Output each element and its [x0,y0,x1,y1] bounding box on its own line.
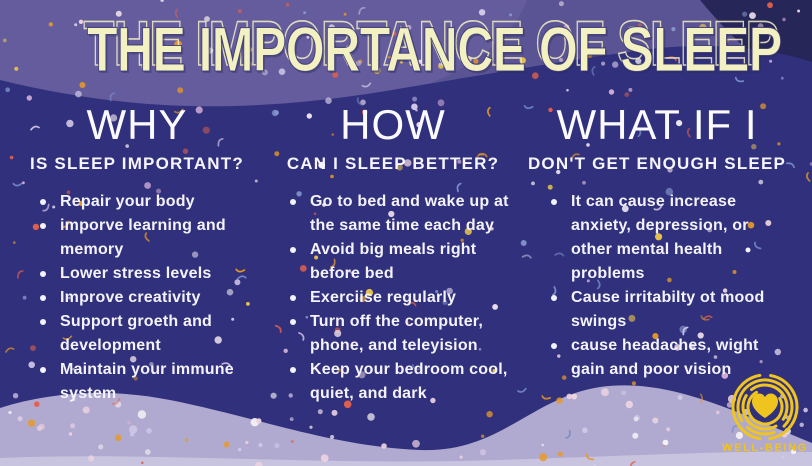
bullet-item: Repair your body [38,190,260,214]
bullet-item: Go to bed and wake up at the same time e… [288,190,524,238]
poster-title: THE IMPORTANCE OF SLEEP [86,15,782,85]
poster-title-ghost-outline: THE IMPORTANCE OF SLEEP [83,8,780,79]
bullet-item: Exerciise regularly [288,286,524,310]
bullet-item: It can cause increase anxiety, depressio… [549,190,769,286]
bottom-lavender-wave [0,385,812,466]
bullet-item: Avoid big meals right before bed [288,238,524,286]
what-if-bullet-list: It can cause increase anxiety, depressio… [549,190,791,382]
main-indigo-background [0,45,812,466]
bullet-item: imporve learning and memory [38,214,260,262]
column-why: WHY IS SLEEP IMPORTANT? Repair your body… [12,100,262,406]
bottom-light-edge [0,451,812,466]
bullet-item: Cause irritabilty ot mood swings [549,286,769,334]
well-being-label: WELL-BEING [722,442,808,454]
poster-title-area: THE IMPORTANCE OF SLEEP THE IMPORTANCE O… [0,8,812,85]
well-being-logo: WELL-BEING [713,372,812,454]
column-how: HOW CAN I SLEEP BETTER? Go to bed and wa… [262,100,524,406]
bullet-item: Turn off the computer, phone, and teleyi… [288,310,524,358]
heart-icon [752,393,778,418]
what-if-heading: WHAT IF I [556,101,758,148]
why-subheading: IS SLEEP IMPORTANT? [30,154,244,173]
column-what-if: WHAT IF I DON'T GET ENOUGH SLEEP It can … [523,100,791,382]
bullet-item: Maintain your immune system [38,358,260,406]
bullet-item: Keep your bedroom cool, quiet, and dark [288,358,524,406]
bullet-item: cause headaches, wight gain and poor vis… [549,334,769,382]
heart-in-rings-icon [731,373,799,440]
how-subheading: CAN I SLEEP BETTER? [286,154,500,173]
bullet-item: Lower stress levels [38,262,260,286]
bullet-item: Improve creativity [38,286,260,310]
what-if-subheading: DON'T GET ENOUGH SLEEP [527,154,787,173]
how-heading: HOW [340,101,446,148]
bullet-item: Support groeth and development [38,310,260,358]
how-bullet-list: Go to bed and wake up at the same time e… [288,190,524,406]
why-heading: WHY [86,101,188,148]
why-bullet-list: Repair your body imporve learning and mem… [38,190,262,406]
